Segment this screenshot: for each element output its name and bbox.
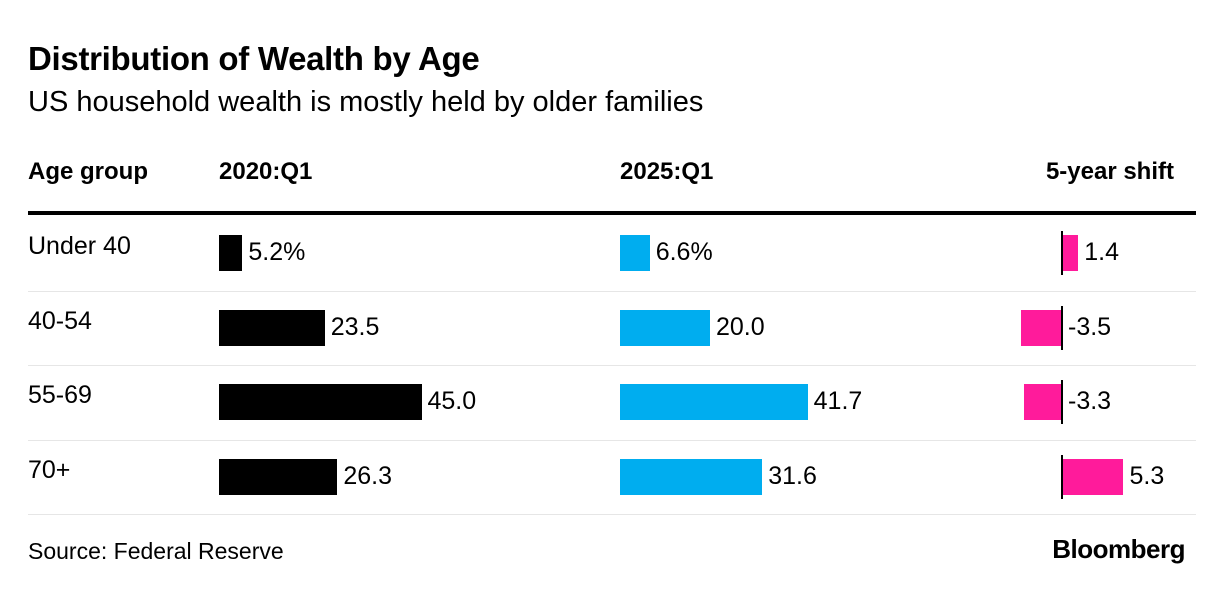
bar-2025 [620,384,808,421]
source-note: Source: Federal Reserve [28,538,284,564]
header-age-group: Age group [28,158,148,185]
bar-shift [1062,235,1079,272]
chart-title: Distribution of Wealth by Age [28,40,480,77]
bar-2025 [620,458,763,495]
shift-zero-axis [1061,454,1063,499]
value-shift: 1.4 [1084,238,1119,267]
header-2020: 2020:Q1 [219,158,313,185]
bloomberg-logo: Bloomberg [1052,534,1185,564]
value-2020: 23.5 [330,312,380,341]
row-divider [28,290,1196,292]
value-2020: 45.0 [427,387,477,416]
bar-2020 [219,235,243,272]
chart-subtitle: US household wealth is mostly held by ol… [28,86,704,118]
shift-zero-axis [1061,380,1063,425]
bar-shift [1021,309,1062,346]
bar-2020 [219,458,338,495]
row-label: 55-69 [28,381,92,410]
bar-shift [1023,384,1062,421]
shift-zero-axis [1061,231,1063,276]
row-label: 70+ [28,455,71,484]
bar-2025 [620,235,650,272]
value-2025: 41.7 [813,387,863,416]
header-shift: 5-year shift [1045,158,1174,185]
value-2025: 6.6% [655,238,713,267]
bar-shift [1062,458,1124,495]
value-2025: 31.6 [768,461,817,490]
shift-zero-axis [1061,305,1063,350]
row-divider [28,514,1196,515]
value-2025: 20.0 [716,312,765,341]
row-divider [28,365,1196,366]
bar-2020 [219,384,422,421]
value-shift: -3.5 [1068,312,1112,341]
value-2020: 5.2% [248,238,306,267]
row-label: Under 40 [28,232,131,261]
value-shift: 5.3 [1129,461,1165,490]
bar-2025 [620,309,710,346]
row-divider [28,439,1196,441]
row-label: 40-54 [28,306,92,335]
value-shift: -3.3 [1068,387,1112,416]
bar-2020 [219,309,325,346]
header-divider [28,211,1196,215]
value-2020: 26.3 [343,461,393,490]
header-2025: 2025:Q1 [620,158,714,185]
